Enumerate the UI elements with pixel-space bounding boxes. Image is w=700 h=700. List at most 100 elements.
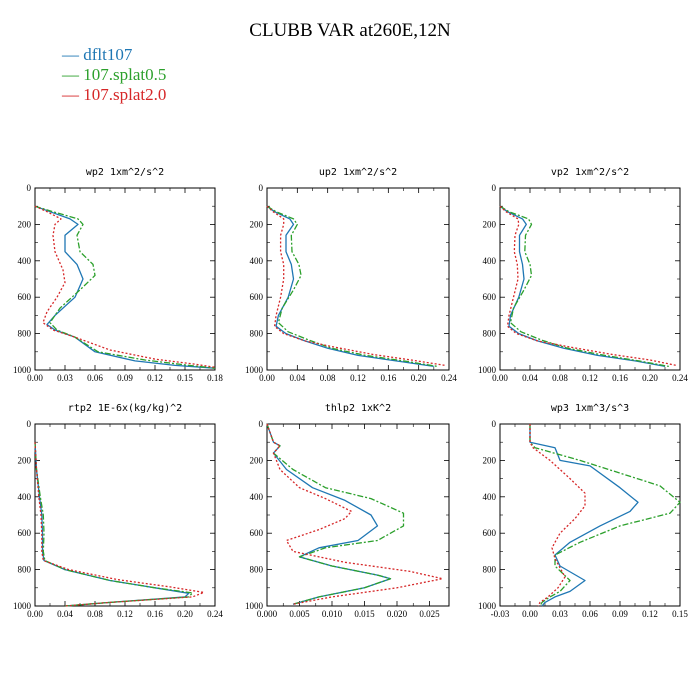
plot-frame <box>266 187 450 371</box>
x-tick-label: 0.06 <box>87 373 103 383</box>
series-line-dflt107 <box>266 423 392 605</box>
legend-swatch-icon: — <box>62 45 79 64</box>
y-tick-label: 0 <box>492 419 497 429</box>
x-tick-label: 0.04 <box>57 609 73 619</box>
x-tick-label: 0.12 <box>117 609 133 619</box>
y-tick-label: 800 <box>250 565 264 575</box>
series-line-107splat20 <box>266 423 444 605</box>
x-tick-label: 0.12 <box>582 373 598 383</box>
x-tick-label: 0.005 <box>289 609 310 619</box>
x-tick-label: 0.03 <box>57 373 73 383</box>
x-tick-label: 0.18 <box>207 373 223 383</box>
y-tick-label: 200 <box>483 455 497 465</box>
series-line-dflt107 <box>499 205 666 368</box>
plot-frame <box>34 187 216 371</box>
panel-5: thlp2 1xK^2 0.000 0.005 0.010 0.015 0.020 0.02… <box>245 403 450 619</box>
legend-item-splat05: — 107.splat0.5 <box>62 65 166 85</box>
x-tick-label: 0.08 <box>87 609 103 619</box>
series-line-dflt107 <box>34 205 216 369</box>
legend-item-splat20: — 107.splat2.0 <box>62 85 166 105</box>
x-tick-label: -0.03 <box>491 609 510 619</box>
y-tick-label: 1000 <box>478 365 497 375</box>
x-tick-label: 0.06 <box>582 609 598 619</box>
figure-title: CLUBB VAR at260E,12N <box>249 20 451 41</box>
x-tick-label: 0.15 <box>672 609 688 619</box>
x-tick-label: 0.010 <box>322 609 343 619</box>
legend-item-dflt107: — dflt107 <box>62 45 166 65</box>
x-tick-label: 0.24 <box>441 373 457 383</box>
y-tick-label: 0 <box>27 419 32 429</box>
y-tick-label: 400 <box>250 492 264 502</box>
x-tick-label: 0.025 <box>419 609 440 619</box>
x-tick-label: 0.16 <box>612 373 628 383</box>
legend-swatch-icon: — <box>62 85 79 104</box>
y-tick-label: 400 <box>483 492 497 502</box>
x-tick-label: 0.24 <box>672 373 688 383</box>
x-tick-label: 0.04 <box>289 373 305 383</box>
x-tick-label: 0.020 <box>387 609 408 619</box>
panel-6: wp3 1xm^3/s^3 -0.03 0.00 0.03 0.06 0.09 0.12 0.… <box>478 403 688 619</box>
y-tick-label: 0 <box>492 183 497 193</box>
series-line-107splat20 <box>34 205 216 368</box>
y-tick-label: 400 <box>483 256 497 266</box>
x-tick-label: 0.09 <box>612 609 628 619</box>
legend-label: 107.splat0.5 <box>83 65 167 84</box>
x-tick-label: 0.03 <box>552 609 568 619</box>
x-tick-label: 0.20 <box>411 373 427 383</box>
y-tick-label: 600 <box>18 292 32 302</box>
legend-label: 107.splat2.0 <box>83 85 167 104</box>
panel-1: wp2 1xm^2/s^2 0.00 0.03 0.06 0.09 0.12 0.15 0.1… <box>13 167 223 383</box>
series-line-107splat05 <box>34 205 216 369</box>
panel-title: wp2 1xm^2/s^2 <box>86 167 164 178</box>
legend-label: dflt107 <box>83 45 133 64</box>
x-tick-label: 0.00 <box>259 373 275 383</box>
y-tick-label: 1000 <box>478 601 497 611</box>
panel-title: rtp2 1E-6x(kg/kg)^2 <box>68 403 182 414</box>
x-tick-label: 0.20 <box>177 609 193 619</box>
series-line-107splat05 <box>266 205 438 368</box>
y-tick-label: 800 <box>18 329 32 339</box>
series-line-dflt107 <box>266 205 434 368</box>
y-tick-label: 400 <box>18 256 32 266</box>
y-tick-label: 600 <box>18 528 32 538</box>
x-tick-label: 0.00 <box>492 373 508 383</box>
y-tick-label: 200 <box>18 219 32 229</box>
x-tick-label: 0.00 <box>27 609 43 619</box>
plot-frame <box>34 423 216 607</box>
y-tick-label: 400 <box>250 256 264 266</box>
y-tick-label: 200 <box>483 219 497 229</box>
series-line-107splat20 <box>529 424 586 607</box>
series-line-107splat05 <box>34 442 194 607</box>
x-tick-label: 0.16 <box>380 373 396 383</box>
y-tick-label: 200 <box>18 455 32 465</box>
series-line-107splat05 <box>529 424 681 607</box>
series-line-107splat20 <box>34 442 205 607</box>
y-tick-label: 1000 <box>13 601 32 611</box>
y-tick-label: 0 <box>27 183 32 193</box>
legend-swatch-icon: — <box>62 65 79 84</box>
y-tick-label: 600 <box>483 528 497 538</box>
x-tick-label: 0.04 <box>522 373 538 383</box>
x-tick-label: 0.08 <box>320 373 336 383</box>
y-tick-label: 800 <box>250 329 264 339</box>
series-line-107splat05 <box>499 205 669 368</box>
x-tick-label: 0.000 <box>257 609 278 619</box>
y-tick-label: 200 <box>250 455 264 465</box>
x-tick-label: 0.09 <box>117 373 133 383</box>
y-tick-label: 0 <box>259 183 264 193</box>
y-tick-label: 400 <box>18 492 32 502</box>
series-line-dflt107 <box>529 424 639 607</box>
x-tick-label: 0.15 <box>177 373 193 383</box>
series-line-107splat20 <box>266 205 446 367</box>
y-tick-label: 800 <box>18 565 32 575</box>
y-tick-label: 800 <box>483 329 497 339</box>
panel-3: vp2 1xm^2/s^2 0.00 0.04 0.08 0.12 0.16 0.20 0.2… <box>478 167 688 383</box>
x-tick-label: 0.12 <box>642 609 658 619</box>
panel-title: thlp2 1xK^2 <box>325 403 391 414</box>
y-tick-label: 1000 <box>245 601 264 611</box>
panel-title: up2 1xm^2/s^2 <box>319 167 397 178</box>
y-tick-label: 1000 <box>245 365 264 375</box>
x-tick-label: 0.24 <box>207 609 223 619</box>
x-tick-label: 0.015 <box>354 609 375 619</box>
y-tick-label: 1000 <box>13 365 32 375</box>
